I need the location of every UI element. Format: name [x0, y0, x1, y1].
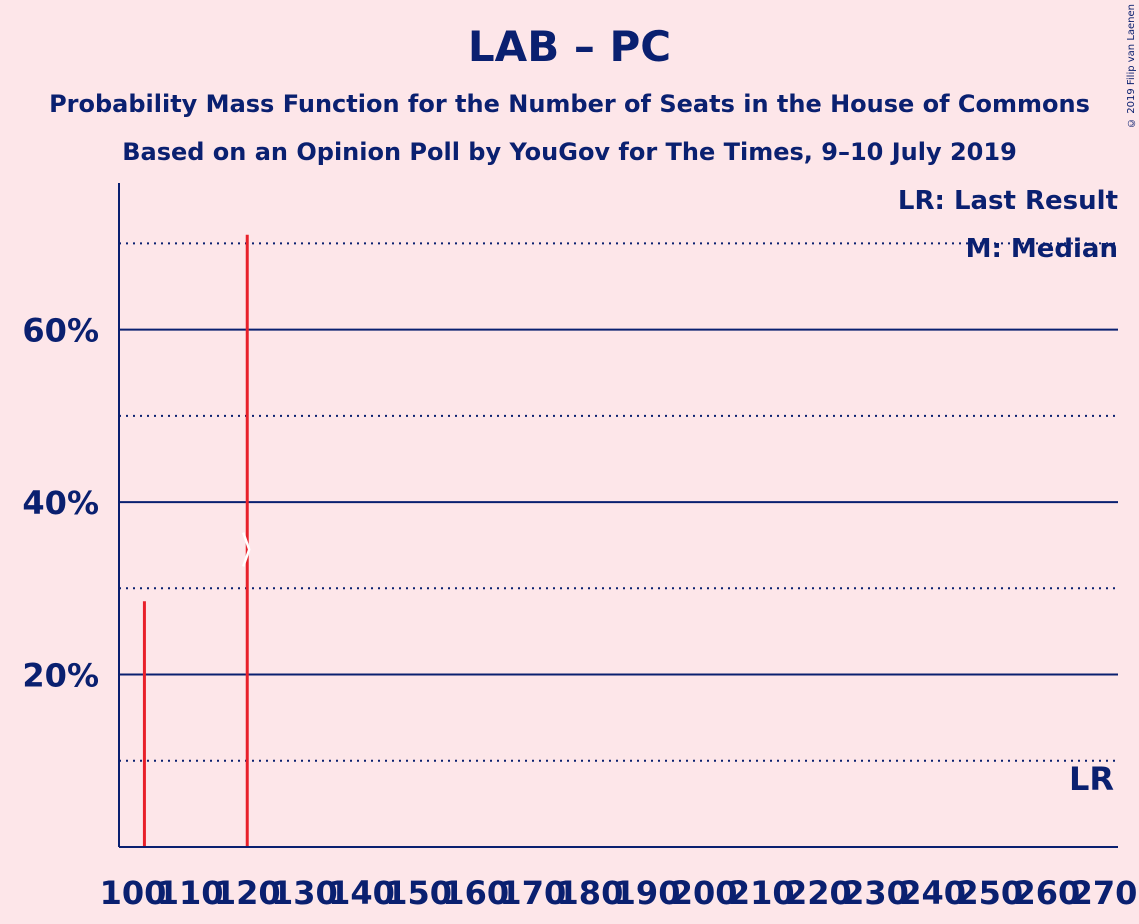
- bars: [142, 234, 251, 847]
- x-tick-label-220: 220: [785, 874, 852, 912]
- chart-subtitle-1: Probability Mass Function for the Number…: [49, 90, 1090, 118]
- legend-last-result: LR: Last Result: [898, 186, 1118, 216]
- x-tick-label-170: 170: [499, 874, 566, 912]
- x-tick-label-210: 210: [728, 874, 795, 912]
- x-tick-label-140: 140: [328, 874, 395, 912]
- x-tick-label-100: 100: [100, 874, 167, 912]
- x-tick-labels: 1001101201301401501601701801902002102202…: [100, 874, 1138, 912]
- y-tick-label-40: 40%: [22, 484, 99, 522]
- legend-median: M: Median: [966, 234, 1118, 264]
- gridlines: [119, 242, 1118, 762]
- y-tick-label-20: 20%: [22, 657, 99, 695]
- x-tick-label-200: 200: [671, 874, 738, 912]
- x-tick-label-250: 250: [956, 874, 1023, 912]
- x-tick-label-190: 190: [614, 874, 681, 912]
- last-result-marker: LR: [1069, 760, 1114, 798]
- x-tick-label-120: 120: [214, 874, 281, 912]
- x-tick-label-150: 150: [385, 874, 452, 912]
- x-tick-label-270: 270: [1071, 874, 1138, 912]
- x-tick-label-180: 180: [557, 874, 624, 912]
- chart-title: LAB – PC: [467, 22, 672, 71]
- y-tick-label-60: 60%: [22, 312, 99, 350]
- x-tick-label-240: 240: [899, 874, 966, 912]
- x-tick-label-160: 160: [442, 874, 509, 912]
- chart-subtitle-2: Based on an Opinion Poll by YouGov for T…: [122, 138, 1017, 166]
- x-tick-label-110: 110: [157, 874, 224, 912]
- x-tick-label-230: 230: [842, 874, 909, 912]
- axes: [118, 183, 1118, 848]
- y-tick-labels: 20% 40% 60%: [22, 312, 99, 695]
- median-marker: [242, 532, 251, 567]
- x-tick-label-130: 130: [271, 874, 338, 912]
- x-tick-label-260: 260: [1013, 874, 1080, 912]
